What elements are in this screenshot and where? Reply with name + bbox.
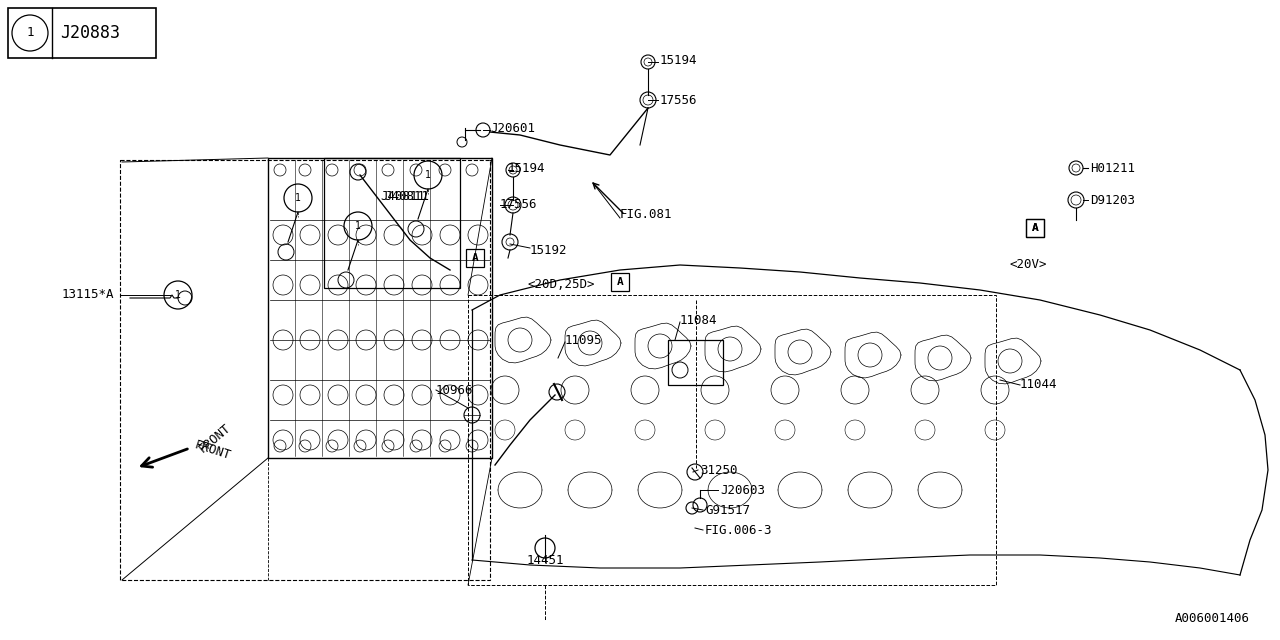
Text: 17556: 17556: [500, 198, 538, 211]
Bar: [468, 295, 996, 585]
Bar: [668, 340, 723, 385]
Text: FRONT: FRONT: [196, 421, 233, 455]
Bar: [324, 158, 460, 288]
Text: A: A: [617, 277, 623, 287]
Text: A: A: [1032, 223, 1038, 233]
Text: FIG.081: FIG.081: [620, 209, 672, 221]
Text: 1: 1: [296, 193, 301, 203]
Bar: [120, 160, 490, 580]
Text: A006001406: A006001406: [1175, 611, 1251, 625]
Text: 1: 1: [425, 170, 431, 180]
Bar: [1027, 219, 1044, 237]
Text: J40811: J40811: [384, 189, 429, 202]
Text: J20601: J20601: [490, 122, 535, 134]
Text: G91517: G91517: [705, 504, 750, 516]
Text: 15192: 15192: [530, 243, 567, 257]
Text: 31250: 31250: [700, 463, 737, 477]
Text: 1: 1: [27, 26, 33, 40]
Bar: [8, 8, 156, 58]
Text: 14451: 14451: [526, 554, 563, 566]
Text: 11084: 11084: [680, 314, 718, 326]
Text: 10966: 10966: [436, 383, 474, 397]
Text: 15194: 15194: [508, 161, 545, 175]
Text: FIG.006-3: FIG.006-3: [705, 524, 773, 536]
Text: J40811: J40811: [380, 189, 425, 202]
Text: 1: 1: [175, 290, 180, 300]
Bar: [611, 273, 628, 291]
Text: FRONT: FRONT: [193, 439, 233, 463]
Text: A: A: [471, 253, 479, 263]
Bar: [268, 158, 492, 458]
Text: <20D,25D>: <20D,25D>: [529, 278, 595, 291]
Text: 11044: 11044: [1020, 378, 1057, 392]
Text: 17556: 17556: [660, 93, 698, 106]
Text: J20603: J20603: [719, 483, 765, 497]
Bar: [1027, 219, 1044, 237]
Text: A: A: [1032, 223, 1038, 233]
Text: J20883: J20883: [60, 24, 120, 42]
Bar: [466, 249, 484, 267]
Text: D91203: D91203: [1091, 193, 1135, 207]
Text: <20V>: <20V>: [1010, 259, 1047, 271]
Text: 15194: 15194: [660, 54, 698, 67]
Text: H01211: H01211: [1091, 161, 1135, 175]
Text: 1: 1: [355, 221, 361, 231]
Text: 11095: 11095: [564, 333, 603, 346]
Text: 13115*A: 13115*A: [61, 289, 114, 301]
